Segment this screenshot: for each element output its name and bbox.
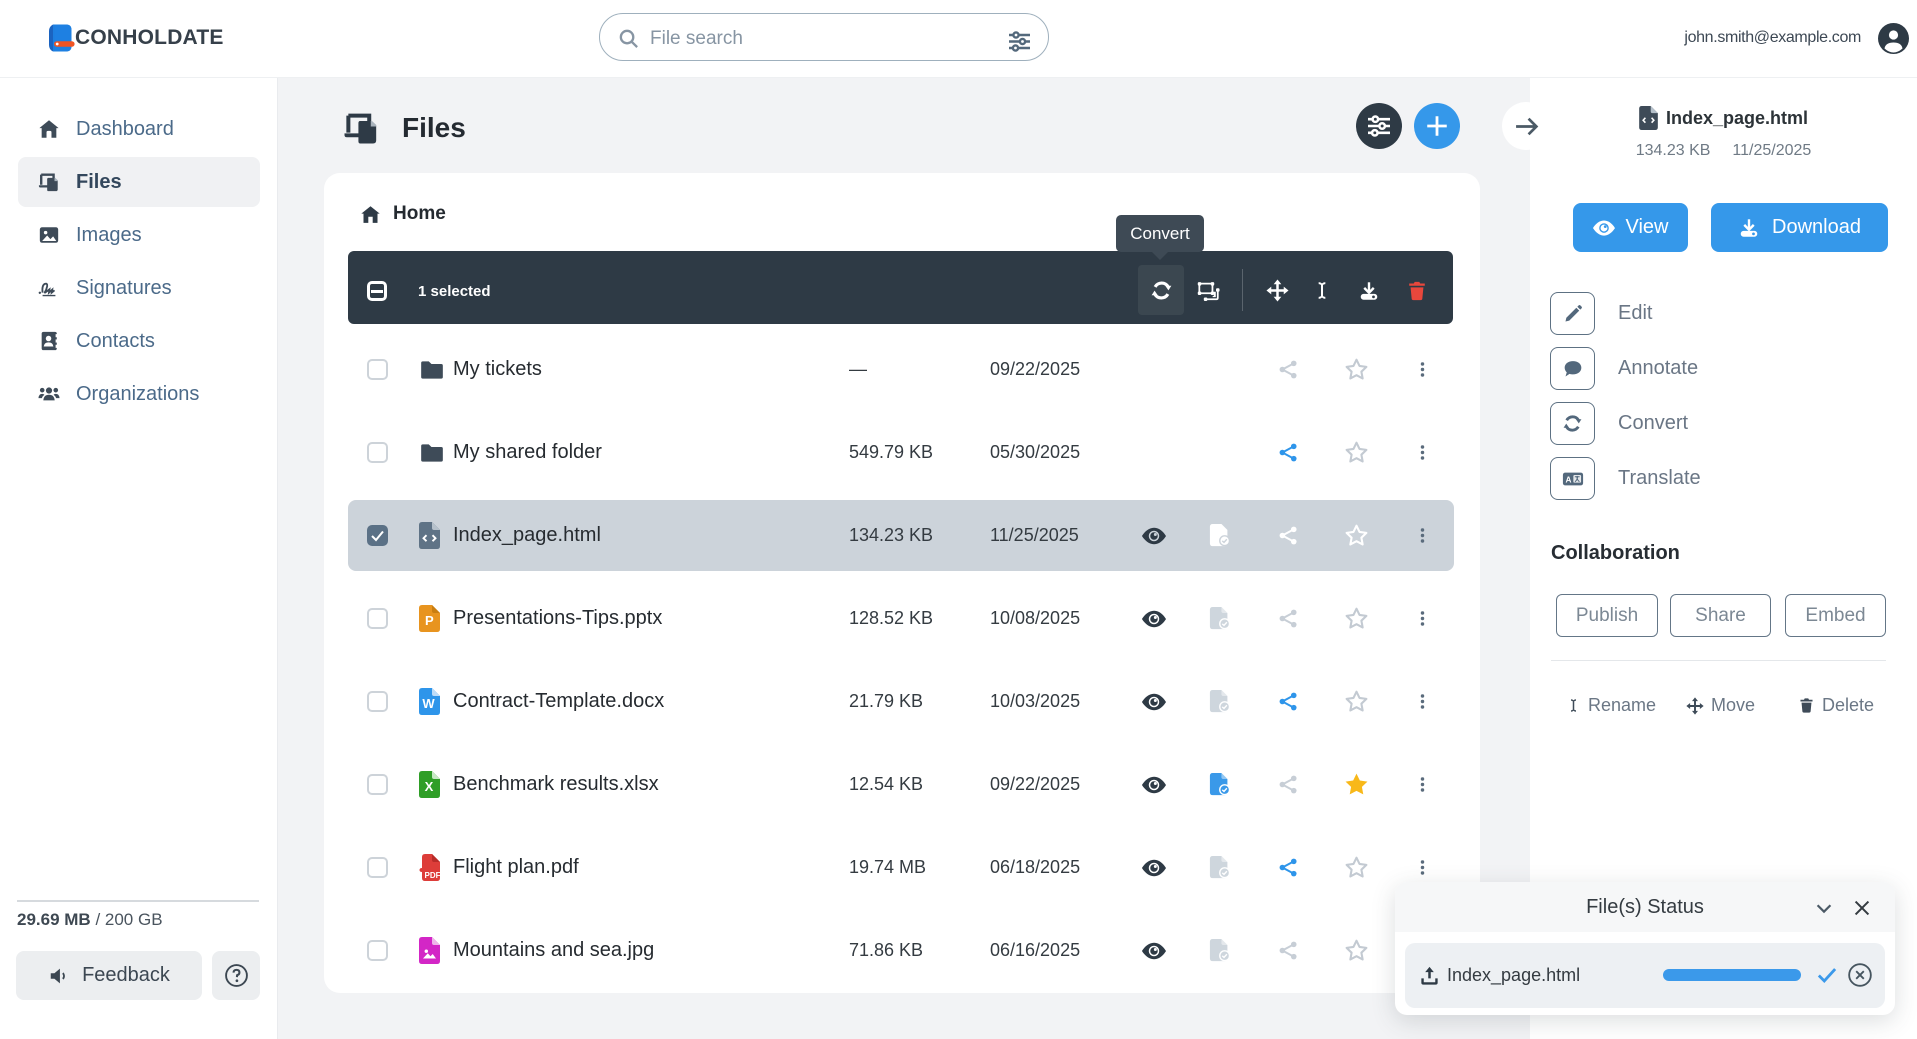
svg-text:W: W (422, 696, 435, 711)
svg-text:A: A (1565, 475, 1571, 484)
svg-text:PDF: PDF (425, 871, 441, 880)
svg-text:X: X (425, 779, 434, 794)
svg-text:P: P (425, 613, 434, 628)
